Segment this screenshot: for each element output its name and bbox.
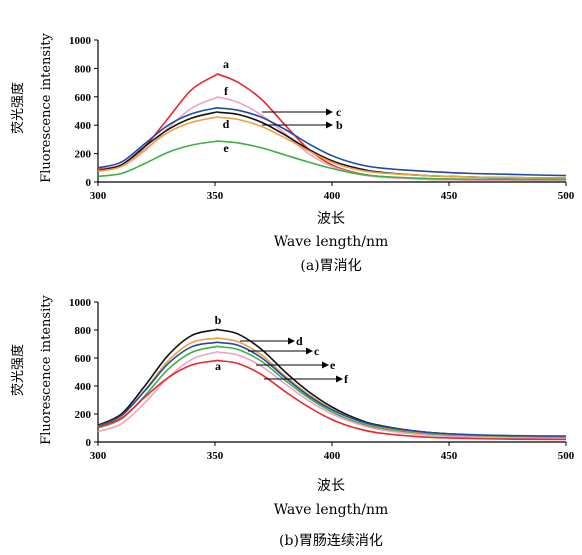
- y-tick-label: 800: [75, 63, 92, 75]
- y-tick-label: 800: [75, 325, 92, 337]
- series-label-a: a: [223, 57, 229, 71]
- x-tick-label: 300: [90, 190, 107, 202]
- series-label-d: d: [296, 334, 303, 348]
- series-label-c: c: [336, 105, 342, 119]
- x-tick-label: 450: [441, 450, 458, 462]
- x-tick-label: 500: [558, 190, 575, 202]
- series-line-b: [97, 328, 567, 438]
- series-label-d: d: [223, 117, 230, 131]
- caption: (b)胃肠连续消化: [279, 532, 383, 549]
- series-line-c: [97, 106, 567, 177]
- label-arrowhead-d: [288, 337, 295, 345]
- y-tick-label: 0: [86, 177, 92, 189]
- x-tick-label: 450: [441, 190, 458, 202]
- y-tick-label: 1000: [69, 35, 92, 47]
- series-label-f: f: [344, 372, 349, 386]
- x-tick-label: 300: [90, 450, 107, 462]
- xlabel-cn: 波长: [317, 478, 345, 494]
- label-arrowhead-c: [326, 108, 333, 116]
- chart-a: 荧光强度 Fluorescence intensity 波长 Wave leng…: [10, 33, 575, 274]
- series-line-e: [97, 140, 567, 181]
- x-tick-label: 500: [558, 450, 575, 462]
- series-label-e: e: [330, 358, 336, 372]
- series-label-b: b: [336, 118, 343, 132]
- y-tick-label: 400: [75, 381, 92, 393]
- series-line-c: [97, 341, 567, 437]
- label-arrowhead-c: [306, 347, 313, 355]
- series-label-f: f: [224, 84, 229, 98]
- xlabel-cn: 波长: [317, 211, 345, 227]
- series-label-c: c: [314, 344, 320, 358]
- label-arrowhead-e: [322, 361, 329, 369]
- y-tick-label: 400: [75, 120, 92, 132]
- ylabel-cn: 荧光强度: [10, 82, 26, 134]
- y-tick-label: 200: [75, 409, 92, 421]
- series-label-e: e: [223, 141, 229, 155]
- label-arrowhead-b: [326, 121, 333, 129]
- series-line-d: [97, 337, 567, 438]
- series-label-a: a: [215, 359, 221, 373]
- series-line-d: [97, 116, 567, 179]
- xlabel-en: Wave length/nm: [274, 234, 389, 250]
- xlabel-en: Wave length/nm: [274, 502, 389, 518]
- x-tick-label: 350: [207, 190, 224, 202]
- x-tick-label: 400: [324, 450, 341, 462]
- ylabel-en: Fluorescence intensity: [39, 33, 54, 183]
- x-tick-label: 400: [324, 190, 341, 202]
- y-tick-label: 600: [75, 353, 92, 365]
- series-line-a: [97, 359, 567, 441]
- caption: (a)胃消化: [300, 258, 361, 274]
- ylabel-en: Fluorescence intensity: [39, 295, 54, 445]
- x-tick-label: 350: [207, 450, 224, 462]
- y-tick-label: 600: [75, 92, 92, 104]
- y-tick-label: 200: [75, 149, 92, 161]
- chart-b: 荧光强度 Fluorescence intensity 波长 Wave leng…: [10, 295, 575, 549]
- ylabel-cn: 荧光强度: [10, 344, 26, 396]
- label-arrowhead-f: [336, 375, 343, 383]
- series-label-b: b: [215, 313, 222, 327]
- y-tick-label: 0: [86, 437, 92, 449]
- y-tick-label: 1000: [69, 297, 92, 309]
